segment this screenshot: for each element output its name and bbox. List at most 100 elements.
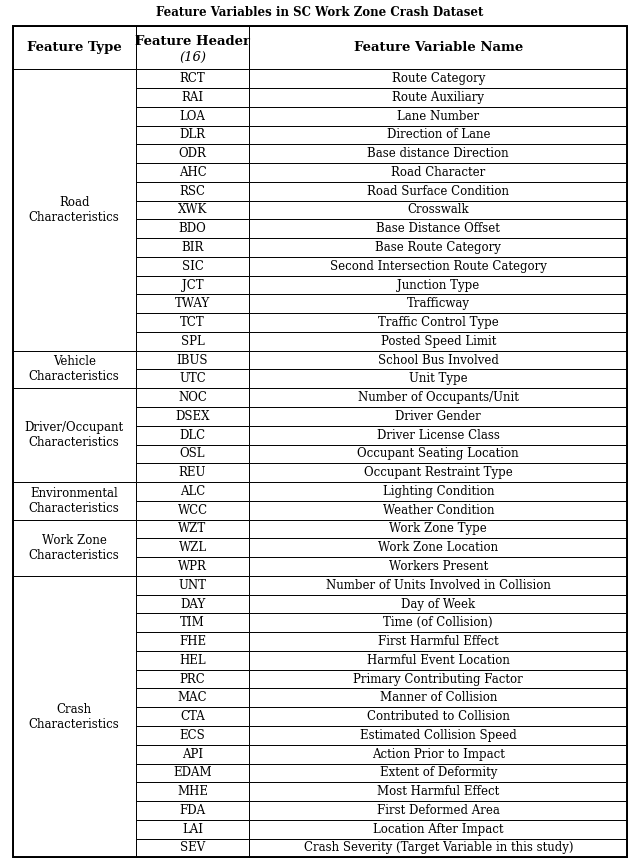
Bar bbox=[136, 26, 250, 69]
Bar bbox=[136, 407, 250, 426]
Text: API: API bbox=[182, 747, 203, 760]
Text: Manner of Collision: Manner of Collision bbox=[380, 691, 497, 704]
Bar bbox=[250, 88, 627, 107]
Text: Driver/Occupant
Characteristics: Driver/Occupant Characteristics bbox=[25, 421, 124, 449]
Bar bbox=[250, 332, 627, 351]
Text: Contributed to Collision: Contributed to Collision bbox=[367, 710, 509, 723]
Text: Lighting Condition: Lighting Condition bbox=[383, 485, 494, 498]
Bar bbox=[250, 126, 627, 145]
Bar bbox=[250, 557, 627, 576]
Text: Vehicle
Characteristics: Vehicle Characteristics bbox=[29, 355, 120, 384]
Text: ALC: ALC bbox=[180, 485, 205, 498]
Text: JCT: JCT bbox=[182, 279, 204, 292]
Bar bbox=[136, 632, 250, 651]
Bar bbox=[136, 313, 250, 332]
Text: Number of Occupants/Unit: Number of Occupants/Unit bbox=[358, 391, 518, 404]
Text: Trafficway: Trafficway bbox=[407, 297, 470, 310]
Text: WPR: WPR bbox=[178, 560, 207, 573]
Bar bbox=[136, 482, 250, 501]
Bar bbox=[136, 275, 250, 294]
Text: WZT: WZT bbox=[179, 522, 207, 535]
Text: NOC: NOC bbox=[178, 391, 207, 404]
Text: WZL: WZL bbox=[179, 541, 207, 554]
Bar bbox=[136, 388, 250, 407]
Text: Feature Variables in SC Work Zone Crash Dataset: Feature Variables in SC Work Zone Crash … bbox=[156, 6, 484, 19]
Text: Posted Speed Limit: Posted Speed Limit bbox=[381, 335, 496, 348]
Text: Weather Condition: Weather Condition bbox=[383, 504, 494, 517]
Text: LOA: LOA bbox=[180, 110, 205, 123]
Text: Crash
Characteristics: Crash Characteristics bbox=[29, 702, 120, 731]
Text: REU: REU bbox=[179, 466, 206, 479]
Bar bbox=[136, 351, 250, 370]
Text: Time (of Collision): Time (of Collision) bbox=[383, 617, 493, 630]
Text: Occupant Seating Location: Occupant Seating Location bbox=[358, 448, 519, 461]
Text: Lane Number: Lane Number bbox=[397, 110, 479, 123]
Text: MAC: MAC bbox=[178, 691, 207, 704]
Bar bbox=[13, 520, 136, 576]
Text: Crosswalk: Crosswalk bbox=[408, 204, 469, 216]
Text: Feature Header: Feature Header bbox=[135, 35, 250, 48]
Text: First Harmful Effect: First Harmful Effect bbox=[378, 635, 499, 648]
Text: Route Auxiliary: Route Auxiliary bbox=[392, 91, 484, 104]
Text: ECS: ECS bbox=[180, 729, 205, 742]
Text: Second Intersection Route Category: Second Intersection Route Category bbox=[330, 260, 547, 273]
Bar bbox=[250, 294, 627, 313]
Bar bbox=[250, 595, 627, 613]
Bar bbox=[136, 576, 250, 595]
Text: Base Distance Offset: Base Distance Offset bbox=[376, 223, 500, 236]
Bar bbox=[250, 145, 627, 163]
Text: Traffic Control Type: Traffic Control Type bbox=[378, 316, 499, 329]
Text: AHC: AHC bbox=[179, 166, 206, 179]
Bar bbox=[250, 708, 627, 726]
Bar bbox=[13, 482, 136, 520]
Text: BIR: BIR bbox=[181, 241, 204, 254]
Bar bbox=[250, 801, 627, 820]
Text: Harmful Event Location: Harmful Event Location bbox=[367, 654, 509, 667]
Bar bbox=[250, 688, 627, 708]
Text: Work Zone
Characteristics: Work Zone Characteristics bbox=[29, 533, 120, 562]
Text: School Bus Involved: School Bus Involved bbox=[378, 353, 499, 366]
Text: Feature Variable Name: Feature Variable Name bbox=[354, 41, 523, 54]
Text: RAI: RAI bbox=[182, 91, 204, 104]
Bar bbox=[136, 332, 250, 351]
Bar bbox=[250, 501, 627, 520]
Text: Base Route Category: Base Route Category bbox=[375, 241, 501, 254]
Bar bbox=[13, 69, 136, 351]
Text: Primary Contributing Factor: Primary Contributing Factor bbox=[353, 673, 523, 686]
Text: (16): (16) bbox=[179, 51, 206, 64]
Text: Day of Week: Day of Week bbox=[401, 598, 476, 611]
Text: BDO: BDO bbox=[179, 223, 206, 236]
Text: Base distance Direction: Base distance Direction bbox=[367, 147, 509, 160]
Text: FHE: FHE bbox=[179, 635, 206, 648]
Text: Direction of Lane: Direction of Lane bbox=[387, 128, 490, 141]
Text: Estimated Collision Speed: Estimated Collision Speed bbox=[360, 729, 516, 742]
Bar bbox=[136, 294, 250, 313]
Bar bbox=[136, 201, 250, 219]
Bar bbox=[250, 219, 627, 238]
Bar bbox=[136, 801, 250, 820]
Bar bbox=[250, 107, 627, 126]
Bar bbox=[250, 163, 627, 182]
Text: Environmental
Characteristics: Environmental Characteristics bbox=[29, 487, 120, 514]
Bar bbox=[250, 313, 627, 332]
Text: EDAM: EDAM bbox=[173, 766, 212, 779]
Bar bbox=[250, 275, 627, 294]
Text: Work Zone Location: Work Zone Location bbox=[378, 541, 499, 554]
Text: Number of Units Involved in Collision: Number of Units Involved in Collision bbox=[326, 578, 550, 591]
Text: Action Prior to Impact: Action Prior to Impact bbox=[372, 747, 505, 760]
Text: DLC: DLC bbox=[179, 429, 205, 442]
Bar bbox=[250, 539, 627, 557]
Text: Road
Characteristics: Road Characteristics bbox=[29, 196, 120, 224]
Bar bbox=[136, 613, 250, 632]
Text: Driver License Class: Driver License Class bbox=[377, 429, 500, 442]
Bar bbox=[250, 182, 627, 201]
Bar bbox=[136, 708, 250, 726]
Text: ODR: ODR bbox=[179, 147, 207, 160]
Text: HEL: HEL bbox=[179, 654, 206, 667]
Bar bbox=[136, 669, 250, 688]
Bar bbox=[250, 257, 627, 275]
Bar bbox=[136, 782, 250, 801]
Bar bbox=[136, 688, 250, 708]
Bar bbox=[13, 576, 136, 857]
Text: Workers Present: Workers Present bbox=[388, 560, 488, 573]
